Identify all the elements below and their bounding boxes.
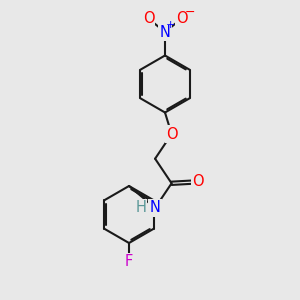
Text: H: H bbox=[135, 200, 146, 215]
Text: O: O bbox=[143, 11, 154, 26]
Text: O: O bbox=[176, 11, 187, 26]
Text: +: + bbox=[166, 20, 175, 30]
Text: N: N bbox=[150, 200, 160, 215]
Text: −: − bbox=[185, 5, 195, 19]
Text: F: F bbox=[125, 254, 133, 269]
Text: N: N bbox=[160, 25, 170, 40]
Text: O: O bbox=[166, 127, 177, 142]
Text: O: O bbox=[192, 174, 204, 189]
